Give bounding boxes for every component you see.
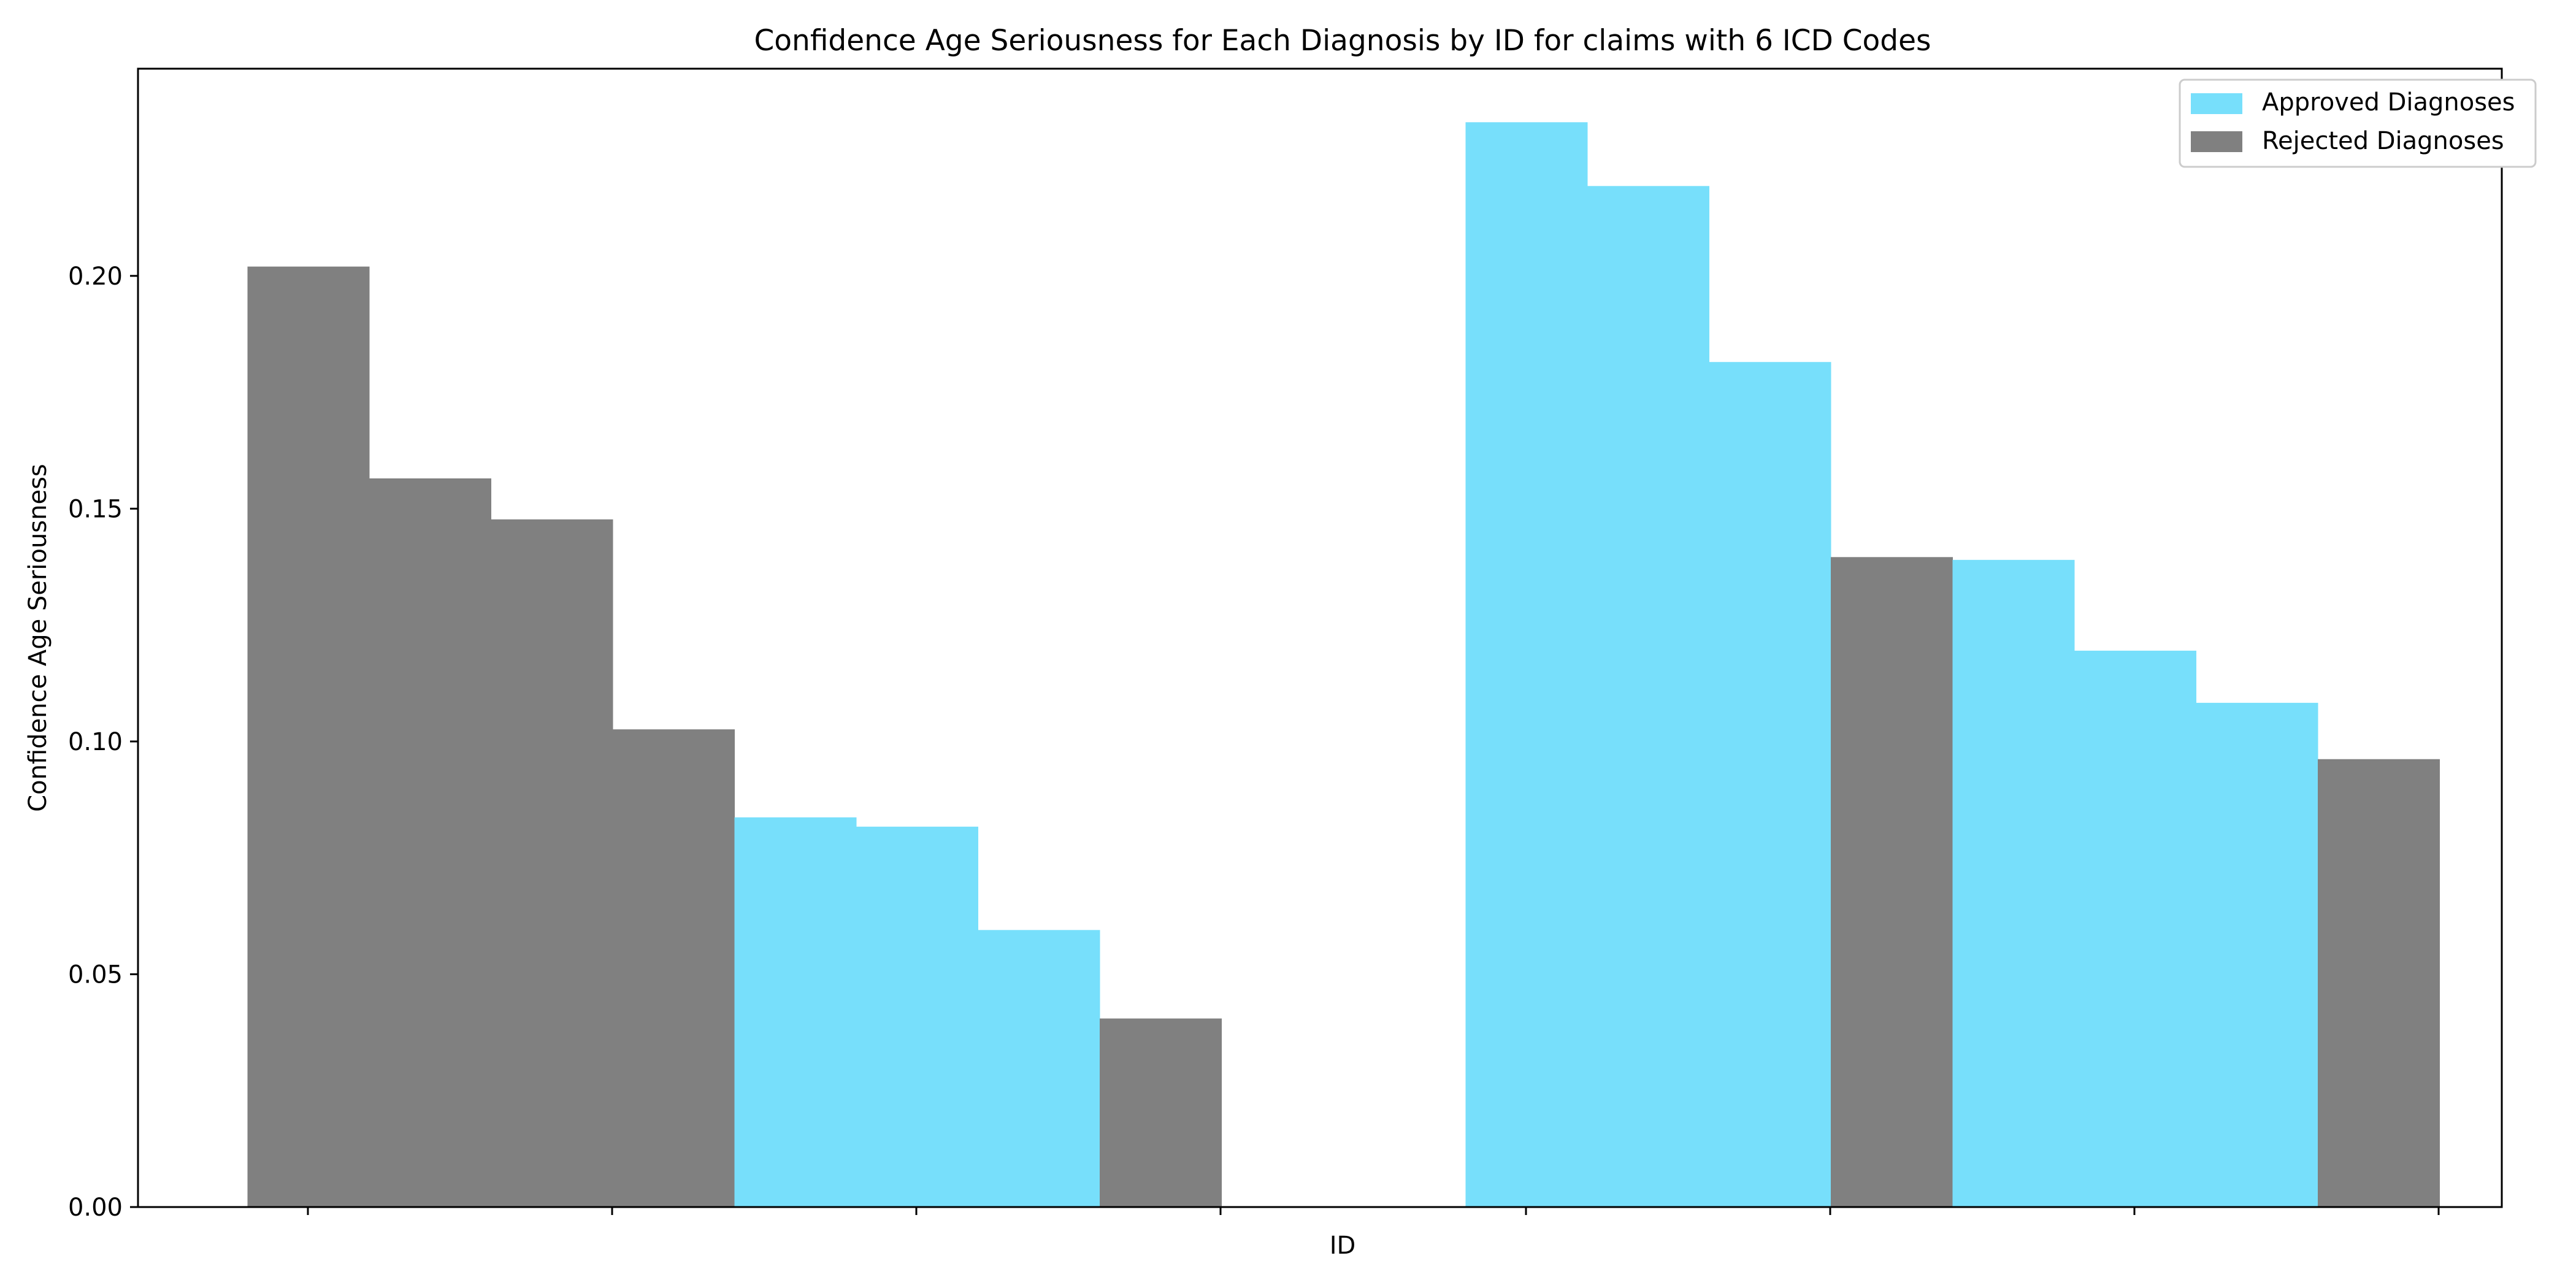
bar-approved [1952,559,2075,1207]
legend-swatch-approved [2191,93,2242,114]
legend-frame [2179,79,2537,168]
chart-title: Confidence Age Seriousness for Each Diag… [754,24,1931,58]
y-tick-label: 0.20 [68,263,123,291]
bar-approved [1587,186,1709,1208]
bar-approved [978,930,1100,1207]
bar-approved [2196,702,2318,1207]
bar-rejected [1831,557,1953,1207]
x-axis-label: ID [1330,1232,1356,1260]
plot-frame [137,67,2503,1208]
y-axis-label: Confidence Age Seriousness [24,464,52,812]
bar-rejected [2318,759,2440,1207]
bar-approved [2074,650,2196,1207]
bar-approved [1465,122,1588,1208]
x-axis [307,1207,2440,1215]
y-axis: 0.00 0.05 0.10 0.15 0.20 [68,263,138,1222]
legend-swatch-rejected [2191,131,2242,152]
legend-label-approved: Approved Diagnoses [2262,88,2515,117]
bar-approved [1709,362,1831,1207]
y-tick-label: 0.10 [68,728,123,756]
y-tick-label: 0.05 [68,960,123,989]
bar-rejected [1100,1018,1222,1207]
y-tick-label: 0.00 [68,1194,123,1222]
bar-approved [734,817,857,1207]
bar-rejected [491,519,613,1207]
bar-rejected [369,478,491,1207]
y-tick-label: 0.15 [68,495,123,523]
bar-rejected [247,266,370,1208]
bars-layer [247,122,2440,1208]
bar-approved [856,826,978,1207]
bar-rejected [613,729,735,1207]
legend: Approved Diagnoses Rejected Diagnoses [2179,79,2537,168]
legend-label-rejected: Rejected Diagnoses [2262,127,2504,155]
